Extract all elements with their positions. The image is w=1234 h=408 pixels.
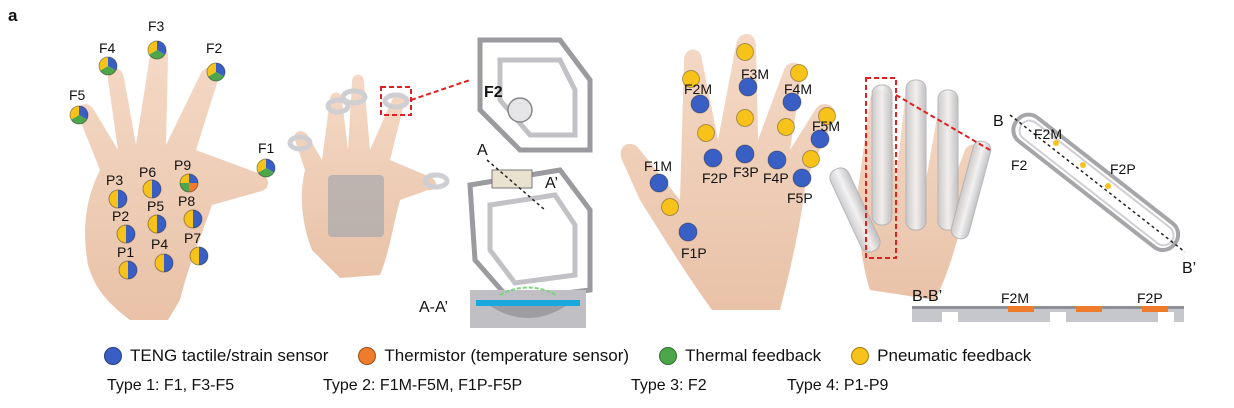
label-f3p: F3P <box>733 164 759 180</box>
f2-dot <box>206 62 226 82</box>
label-a-prime: A’ <box>545 175 559 192</box>
f2-pneu-2 <box>697 124 715 142</box>
f1p-dot <box>678 222 698 242</box>
label-f5m: F5M <box>812 118 840 134</box>
label-f1m: F1M <box>644 158 672 174</box>
label-f5p: F5P <box>787 190 813 206</box>
section-label-f2m: F2M <box>1001 290 1029 306</box>
f5-dot <box>69 105 89 125</box>
label-a-a-section: A-A’ <box>419 299 449 316</box>
f2p-dot <box>703 148 723 168</box>
f2-sensor-disc <box>507 97 533 123</box>
f5-pneu-2 <box>802 150 820 168</box>
label-f3m: F3M <box>741 66 769 82</box>
legend: TENG tactile/strain sensor Thermistor (t… <box>104 346 1031 366</box>
f5m-dot <box>810 129 830 149</box>
f4-dot <box>98 56 118 76</box>
label-p5: P5 <box>147 198 165 214</box>
label-p1: P1 <box>117 244 135 260</box>
label-f2: F2 <box>206 40 223 56</box>
green-dot-icon <box>659 347 678 365</box>
f3p-dot <box>735 144 755 164</box>
finger-detail <box>1009 112 1186 253</box>
f1m-dot <box>649 173 669 193</box>
p6-dot <box>142 179 162 199</box>
label-f1: F1 <box>258 140 275 156</box>
label-f4m: F4M <box>784 81 812 97</box>
f5p-dot <box>792 168 812 188</box>
section-a-a <box>470 286 586 328</box>
label-f4p: F4P <box>763 170 789 186</box>
p2-dot <box>116 224 136 244</box>
legend-label-thermal: Thermal feedback <box>685 346 822 365</box>
f4-pneu-2 <box>777 118 795 136</box>
label-p8: P8 <box>178 193 196 209</box>
f1-dot <box>256 158 276 178</box>
legend-item-pneumatic: Pneumatic feedback <box>851 346 1031 366</box>
f3m-dot <box>738 77 758 97</box>
label-f5: F5 <box>69 87 86 103</box>
section-label-f2p: F2P <box>1137 290 1163 306</box>
ring-f2-label: F2 <box>484 84 503 101</box>
hand-3 <box>620 33 836 310</box>
f3-pneu-2 <box>736 109 754 127</box>
label-f3: F3 <box>148 18 165 34</box>
type-4: Type 4: P1-P9 <box>787 377 889 394</box>
label-p7: P7 <box>184 230 202 246</box>
legend-item-thermistor: Thermistor (temperature sensor) <box>358 346 629 366</box>
hand-4 <box>829 77 992 300</box>
label-p2: P2 <box>112 208 130 224</box>
p9-dot <box>179 173 199 193</box>
label-f2p: F2P <box>702 170 728 186</box>
legend-label-thermistor: Thermistor (temperature sensor) <box>384 346 630 365</box>
detail-label-f2: F2 <box>1011 157 1028 173</box>
ring-pad <box>491 169 533 189</box>
label-f4: F4 <box>99 40 116 56</box>
sensor-dots <box>69 40 836 280</box>
label-f1p: F1P <box>681 245 707 261</box>
p8-dot <box>183 209 203 229</box>
hand-1 <box>78 45 269 321</box>
orange-dot-icon <box>358 347 377 365</box>
legend-item-teng: TENG tactile/strain sensor <box>104 346 328 366</box>
panel-letter: a <box>8 6 18 25</box>
label-a: A <box>477 142 488 159</box>
f3-pneu-1 <box>736 43 754 61</box>
label-p9: P9 <box>174 157 192 173</box>
yellow-dot-icon <box>851 347 870 365</box>
blue-dot-icon <box>104 347 122 365</box>
type-1: Type 1: F1, F3-F5 <box>107 377 235 394</box>
label-b-b-section: B-B’ <box>912 288 943 305</box>
label-p3: P3 <box>106 172 124 188</box>
label-b: B <box>993 113 1004 130</box>
f5-pneu-1 <box>818 107 836 125</box>
legend-item-thermal: Thermal feedback <box>659 346 821 366</box>
p5-dot <box>147 214 167 234</box>
p7-dot <box>189 246 209 266</box>
f2-pneu-1 <box>682 70 700 88</box>
detail-label-f2m: F2M <box>1034 126 1062 142</box>
ring-detail <box>467 37 593 303</box>
f4-pneu-1 <box>790 64 808 82</box>
label-b-prime: B’ <box>1182 260 1197 277</box>
detail-label-f2p: F2P <box>1110 161 1136 177</box>
legend-label-pneumatic: Pneumatic feedback <box>877 346 1032 365</box>
f4p-dot <box>767 150 787 170</box>
f3-dot <box>147 40 167 60</box>
label-f2m: F2M <box>684 81 712 97</box>
label-p4: P4 <box>151 236 169 252</box>
label-p6: P6 <box>139 164 157 180</box>
legend-label-teng: TENG tactile/strain sensor <box>130 346 329 365</box>
f4m-dot <box>782 92 802 112</box>
p4-dot <box>154 253 174 273</box>
p3-dot <box>108 189 128 209</box>
f2m-dot <box>690 94 710 114</box>
type-2: Type 2: F1M-F5M, F1P-F5P <box>323 377 523 394</box>
type-3: Type 3: F2 <box>631 377 707 394</box>
p1-dot <box>118 260 138 280</box>
hand-2 <box>287 74 471 278</box>
section-b-b <box>912 306 1184 322</box>
f1-pneu-1 <box>661 198 679 216</box>
